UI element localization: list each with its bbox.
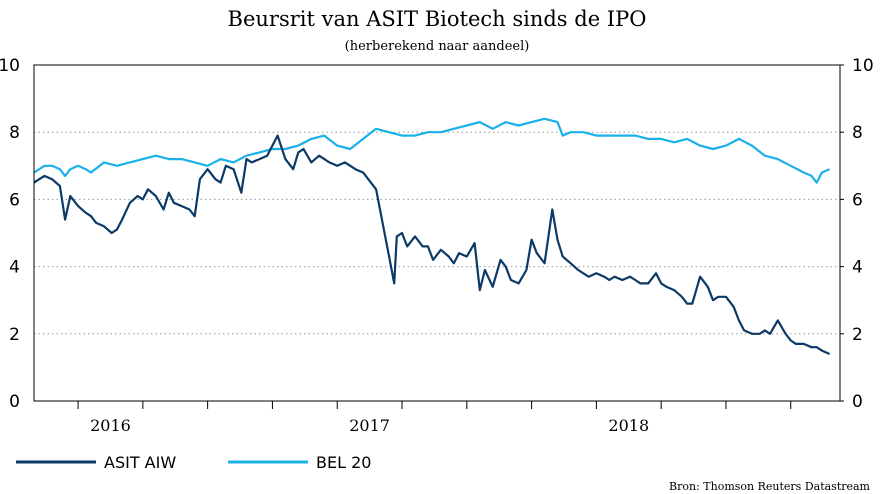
y-tick-label-right: 4 xyxy=(852,258,863,278)
legend-label-asit: ASIT AIW xyxy=(104,453,176,472)
plot-frame xyxy=(33,64,841,402)
x-axis: 2016 2017 2018 xyxy=(77,401,792,435)
y-tick-label-left: 10 xyxy=(0,56,20,76)
y-tick-label-left: 8 xyxy=(9,123,20,143)
series-line-bel20 xyxy=(33,117,831,184)
chart-subtitle: (herberekend naar aandeel) xyxy=(345,39,530,54)
y-tick-label-left: 0 xyxy=(9,392,20,412)
y-tick-label-left: 6 xyxy=(9,190,20,210)
y-tick-label-right: 10 xyxy=(852,56,874,76)
legend: ASIT AIW BEL 20 xyxy=(16,453,371,472)
series-layer xyxy=(33,117,831,356)
y-tick-label-right: 8 xyxy=(852,123,863,143)
source-note: Bron: Thomson Reuters Datastream xyxy=(669,480,871,493)
series-line-asit xyxy=(33,134,831,356)
y-tick-label-right: 0 xyxy=(852,392,863,412)
x-tick-label: 2017 xyxy=(349,416,390,435)
legend-label-bel20: BEL 20 xyxy=(316,453,371,472)
y-tick-label-left: 4 xyxy=(9,258,20,278)
y-axis-left: 0 2 4 6 8 10 xyxy=(0,56,20,412)
y-axis-right: 0 2 4 6 8 10 xyxy=(840,56,874,412)
chart-title: Beursrit van ASIT Biotech sinds de IPO xyxy=(228,7,647,31)
x-tick-label: 2018 xyxy=(608,416,649,435)
gridlines xyxy=(34,131,840,335)
x-tick-label: 2016 xyxy=(90,416,131,435)
y-tick-label-right: 6 xyxy=(852,190,863,210)
y-tick-label-left: 2 xyxy=(9,325,20,345)
y-tick-label-right: 2 xyxy=(852,325,863,345)
